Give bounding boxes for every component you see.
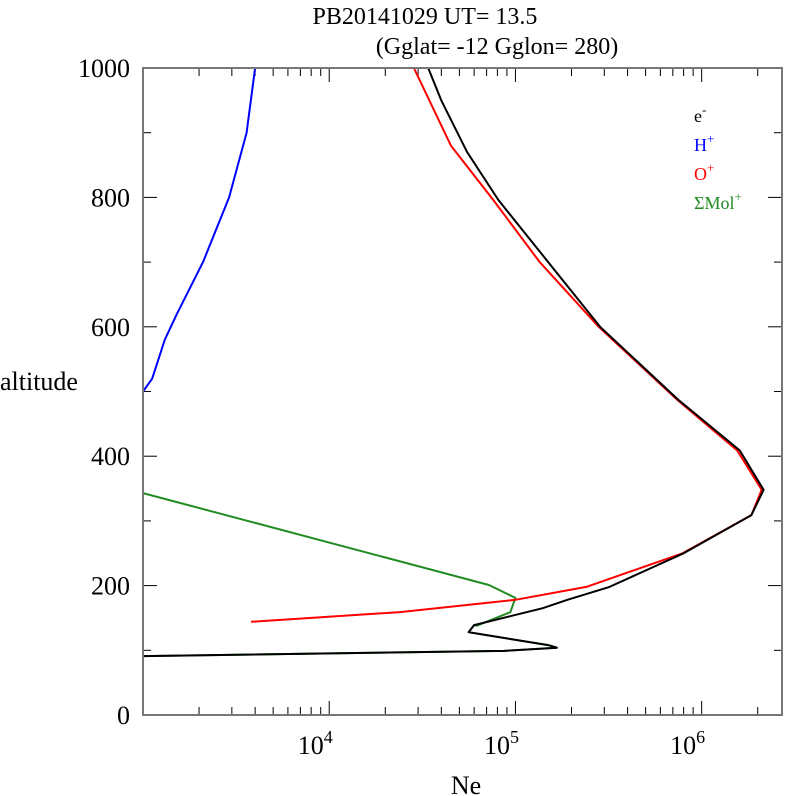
- legend-label: ΣMol: [694, 193, 734, 213]
- legend-label: e: [694, 106, 702, 126]
- y-tick-label: 200: [91, 572, 130, 601]
- x-tick-exponent: 5: [510, 727, 519, 747]
- y-tick-label: 800: [91, 183, 130, 212]
- plot-frame: [142, 67, 783, 716]
- x-tick-base: 10: [484, 731, 510, 760]
- legend-label: O: [694, 164, 707, 184]
- legend-superscript: -: [702, 102, 706, 117]
- x-axis-label: Ne: [451, 771, 481, 796]
- x-tick-label: 105: [484, 727, 519, 760]
- legend-entry: O+: [694, 160, 714, 184]
- x-tick-base: 10: [670, 731, 696, 760]
- y-tick-label: 1000: [78, 54, 130, 83]
- legend-superscript: +: [707, 160, 714, 175]
- series-line-1: [142, 67, 257, 393]
- chart-subtitle: (Gglat= -12 Gglon= 280): [376, 34, 618, 60]
- legend-superscript: +: [734, 189, 741, 204]
- x-tick-base: 10: [298, 731, 324, 760]
- y-tick-label: 600: [91, 313, 130, 342]
- series-line-2: [250, 67, 763, 623]
- y-axis-label: altitude: [0, 367, 78, 396]
- x-tick-label: 104: [298, 727, 333, 760]
- y-tick-label: 400: [91, 442, 130, 471]
- y-tick-label: 0: [117, 701, 130, 730]
- legend-entry: H+: [694, 131, 714, 155]
- x-tick-exponent: 4: [324, 727, 333, 747]
- legend-superscript: +: [707, 131, 714, 146]
- legend-entry: ΣMol+: [694, 189, 742, 213]
- x-tick-exponent: 6: [696, 727, 705, 747]
- chart-title: PB20141029 UT= 13.5: [313, 4, 538, 30]
- legend-label: H: [694, 135, 707, 155]
- legend-entry: e-: [694, 102, 706, 126]
- x-tick-label: 106: [670, 727, 705, 760]
- series-line-3: [142, 492, 558, 658]
- series-line-0: [142, 67, 765, 658]
